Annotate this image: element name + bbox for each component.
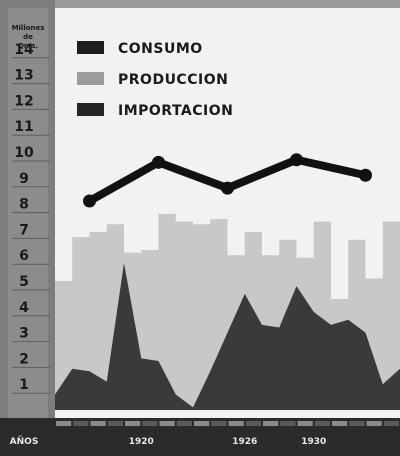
x-tick-label: 1930 [301, 437, 326, 447]
year-segment [107, 421, 123, 426]
consumo-point [83, 194, 96, 208]
x-axis-title: AÑOS [10, 436, 39, 447]
year-segment [332, 421, 348, 426]
year-segment [263, 421, 279, 426]
y-tick-label: 11 [14, 119, 33, 135]
year-segment [280, 421, 296, 426]
y-tick-label: 1 [19, 377, 29, 393]
y-tick-label: 12 [14, 93, 33, 109]
year-segment [56, 421, 72, 426]
y-tick-label: 14 [14, 42, 34, 58]
y-axis-title-line: Millones [12, 24, 45, 32]
year-segment [142, 421, 158, 426]
year-segment [349, 421, 365, 426]
legend-label: IMPORTACION [118, 103, 233, 119]
y-tick-label: 6 [19, 248, 29, 264]
legend-swatch [77, 72, 104, 85]
consumo-point [290, 153, 303, 167]
year-segment [228, 421, 244, 426]
y-tick-label: 9 [19, 171, 29, 187]
year-segment [383, 421, 399, 426]
legend-label: PRODUCCION [118, 72, 228, 88]
legend-swatch [77, 41, 104, 54]
importacion-area [55, 262, 400, 410]
y-tick-label: 2 [19, 351, 29, 367]
year-segment [90, 421, 106, 426]
legend-swatch [77, 103, 104, 116]
year-segment [159, 421, 175, 426]
year-segment [194, 421, 210, 426]
y-tick-label: 5 [19, 274, 29, 290]
x-tick-label: 1926 [232, 437, 257, 447]
year-segment [245, 421, 261, 426]
y-axis-title-line: de [23, 33, 33, 41]
year-segment [211, 421, 227, 426]
y-tick-label: 10 [14, 145, 34, 161]
year-segment [176, 421, 192, 426]
year-segment [125, 421, 141, 426]
year-segment [73, 421, 89, 426]
y-tick-label: 7 [19, 222, 29, 238]
x-tick-label: 1920 [129, 437, 154, 447]
y-tick-label: 3 [19, 326, 29, 342]
y-tick-label: 8 [19, 197, 29, 213]
consumo-point [359, 168, 372, 182]
y-axis-title-line: Qms. [18, 42, 38, 50]
legend-label: CONSUMO [118, 41, 203, 57]
year-segment [314, 421, 330, 426]
y-tick-label: 4 [19, 300, 29, 316]
consumo-point [152, 155, 165, 169]
year-segment [297, 421, 313, 426]
y-tick-label: 13 [14, 68, 33, 84]
consumo-point [221, 181, 234, 195]
year-segment [366, 421, 382, 426]
